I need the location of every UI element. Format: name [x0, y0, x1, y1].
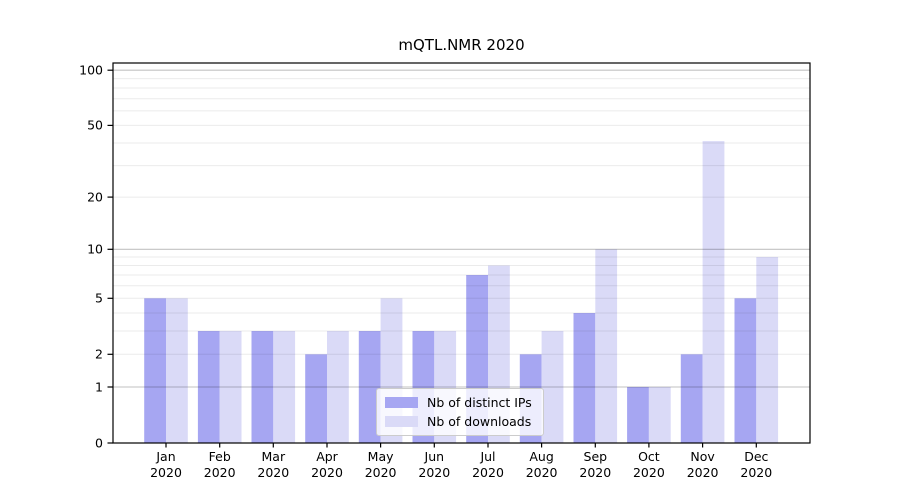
x-tick-label-jun: Jun 2020 [418, 449, 450, 480]
bar-distinct-ips-jan [144, 298, 166, 443]
x-tick-label-dec: Dec 2020 [740, 449, 772, 480]
bar-downloads-mar [273, 331, 296, 443]
x-tick-label-nov: Nov 2020 [687, 449, 719, 480]
bar-distinct-ips-sep [573, 313, 596, 443]
legend-item-downloads: Nb of downloads [385, 414, 535, 429]
x-tick-label-aug: Aug 2020 [526, 449, 558, 480]
x-tick-label-feb: Feb 2020 [204, 449, 236, 480]
x-tick-label-apr: Apr 2020 [311, 449, 343, 480]
bar-downloads-feb [219, 331, 242, 443]
bar-distinct-ips-may [358, 331, 381, 443]
legend-swatch-distinct-ips [385, 397, 418, 408]
bar-distinct-ips-oct [627, 387, 649, 443]
x-tick-label-jan: Jan 2020 [150, 449, 182, 480]
bar-distinct-ips-nov [680, 354, 703, 443]
y-tick-label: 20 [87, 189, 103, 204]
y-tick-label: 10 [87, 242, 103, 257]
chart-title: mQTL.NMR 2020 [398, 36, 525, 54]
bar-downloads-apr [327, 331, 349, 443]
x-tick-label-sep: Sep 2020 [579, 449, 611, 480]
bar-distinct-ips-mar [251, 331, 274, 443]
x-tick-label-jul: Jul 2020 [472, 449, 504, 480]
y-tick-label: 100 [79, 63, 103, 78]
y-tick-label: 2 [95, 347, 103, 362]
bar-downloads-oct [648, 387, 671, 443]
y-tick-label: 1 [95, 379, 103, 394]
bar-downloads-jan [166, 298, 188, 443]
plot-frame [112, 62, 811, 444]
legend: Nb of distinct IPs Nb of downloads [376, 388, 544, 436]
x-tick-label-oct: Oct 2020 [633, 449, 665, 480]
legend-label-distinct-ips: Nb of distinct IPs [427, 395, 532, 410]
legend-label-downloads: Nb of downloads [427, 414, 532, 429]
y-tick-label: 5 [95, 291, 103, 306]
legend-item-distinct-ips: Nb of distinct IPs [385, 395, 535, 410]
x-tick-label-mar: Mar 2020 [257, 449, 289, 480]
bar-distinct-ips-apr [305, 354, 327, 443]
bar-downloads-aug [541, 331, 564, 443]
x-tick-label-may: May 2020 [365, 449, 397, 480]
y-tick-label: 0 [95, 435, 103, 450]
bar-downloads-nov [702, 141, 725, 443]
bar-downloads-dec [756, 257, 779, 443]
y-tick-label: 50 [87, 118, 103, 133]
bar-distinct-ips-dec [734, 298, 757, 443]
bar-downloads-sep [595, 249, 618, 443]
legend-swatch-downloads [385, 416, 418, 427]
bar-distinct-ips-feb [197, 331, 220, 443]
